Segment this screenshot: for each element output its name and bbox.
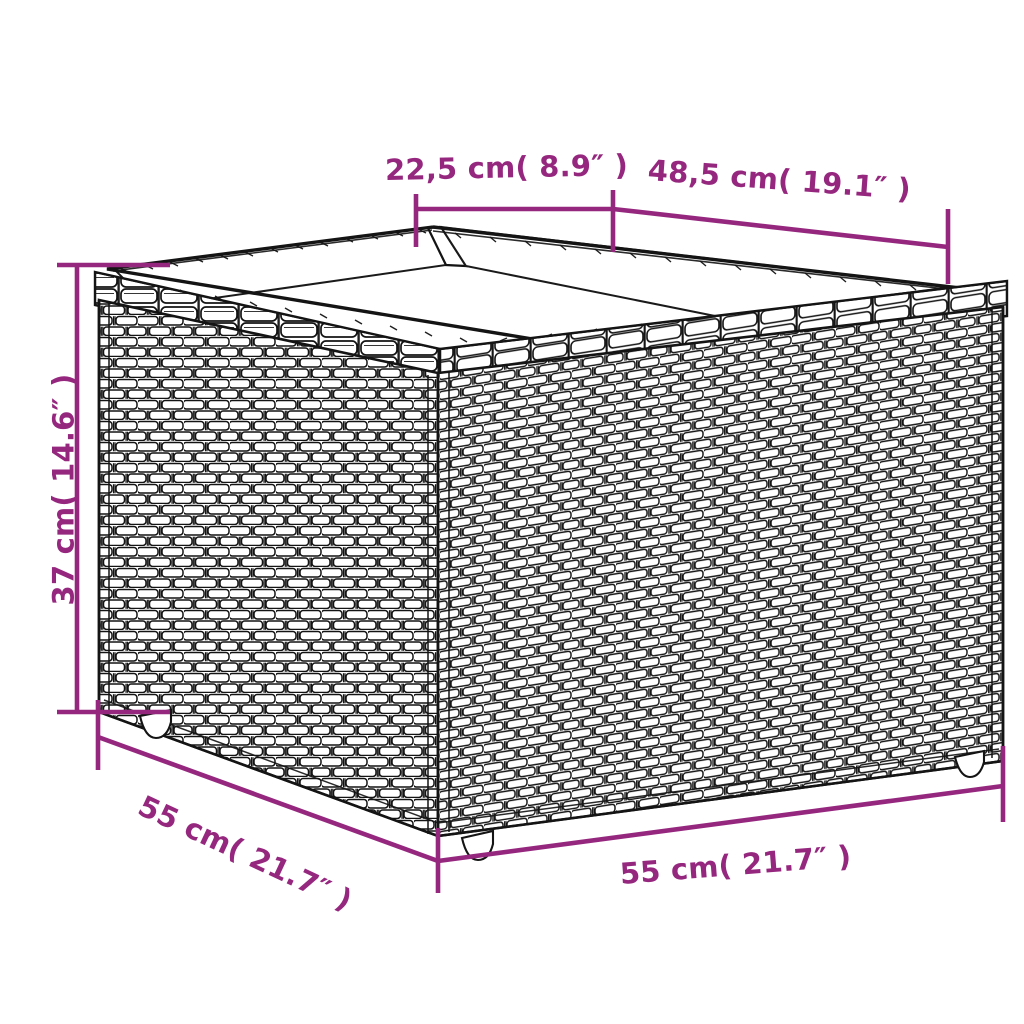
dimension-annotations — [57, 190, 1006, 893]
corner-post-braid — [108, 303, 993, 834]
dimension-label-height: 37 cm( 14.6″ ) — [46, 373, 81, 606]
dimension-top-narrow — [413, 190, 616, 252]
dimension-height — [57, 262, 170, 715]
table-corner-post — [97, 300, 1005, 836]
dimension-width — [437, 746, 1006, 864]
foot-front-left — [138, 708, 173, 740]
table-side-panel — [436, 305, 1005, 838]
dimension-top-wide — [612, 206, 951, 284]
table-illustration — [93, 225, 1009, 862]
dimension-label-top-narrow: 22,5 cm( 8.9″ ) — [384, 147, 629, 187]
foot-back-right — [953, 749, 986, 779]
